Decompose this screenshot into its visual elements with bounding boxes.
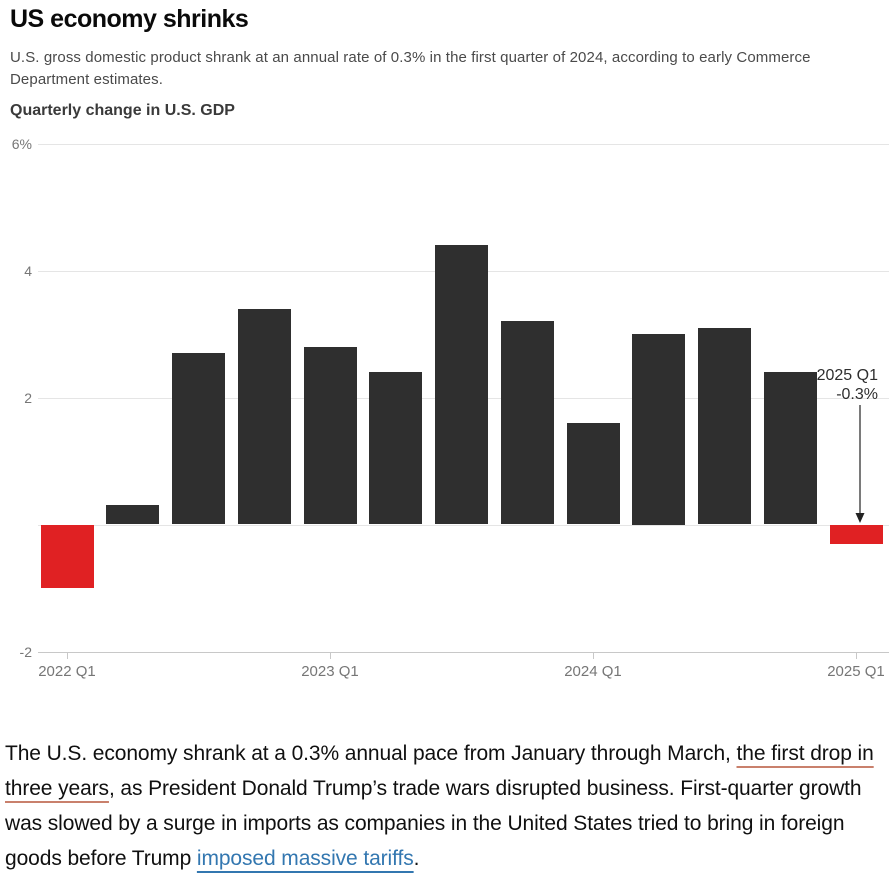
x-axis-label: 2024 Q1 [564, 662, 622, 680]
article-text-1: The U.S. economy shrank at a 0.3% annual… [5, 742, 737, 765]
chart-axis-title: Quarterly change in U.S. GDP [10, 102, 235, 119]
chart-subtitle: U.S. gross domestic product shrank at an… [10, 49, 811, 88]
y-axis-label: -2 [19, 643, 32, 660]
x-axis-label: 2025 Q1 [827, 662, 885, 680]
x-tick-mark [67, 651, 68, 659]
bar [435, 245, 488, 525]
annotation-arrow-icon [855, 405, 865, 523]
bar [303, 346, 357, 525]
plot-area: 6% 4 2 -2 2022 Q1 2023 Q1 2024 Q1 2025 Q1 [0, 130, 896, 690]
y-axis-label: 6% [11, 135, 32, 152]
article-text-3: . [413, 847, 420, 870]
annotation-value: -0.3% [836, 386, 878, 403]
x-axis-line [38, 651, 889, 653]
x-tick-mark [593, 651, 594, 659]
bar [369, 372, 423, 525]
article-text-2: , as President Donald Trump’s trade wars… [5, 777, 862, 870]
x-axis-label: 2022 Q1 [38, 662, 96, 680]
bar [40, 524, 94, 588]
first-drop-link[interactable]: the first drop in three years [5, 742, 874, 800]
bar [698, 327, 751, 525]
annotation-label: 2025 Q1 [816, 367, 878, 384]
tariffs-link[interactable]: imposed massive tariffs [196, 847, 414, 870]
x-tick-mark [856, 651, 857, 659]
annotation-2025q1: 2025 Q1 -0.3% [778, 366, 878, 404]
bar [763, 372, 817, 525]
bar [632, 334, 686, 525]
x-axis-label: 2023 Q1 [301, 662, 359, 680]
bar [829, 524, 883, 544]
bar [237, 308, 291, 525]
bar [566, 422, 620, 525]
page-title: US economy shrinks [10, 5, 249, 33]
bar [500, 321, 554, 525]
y-axis-label: 4 [24, 262, 32, 279]
x-tick-mark [330, 651, 331, 659]
bar [106, 505, 160, 525]
gridline [38, 524, 889, 526]
bar [172, 353, 225, 525]
y-axis-label: 2 [24, 389, 32, 406]
article-paragraph: The U.S. economy shrank at a 0.3% annual… [5, 736, 893, 875]
gridline [38, 143, 889, 145]
gdp-bar-chart: 6% 4 2 -2 2022 Q1 2023 Q1 2024 Q1 2025 Q1 2025 … [0, 130, 896, 690]
